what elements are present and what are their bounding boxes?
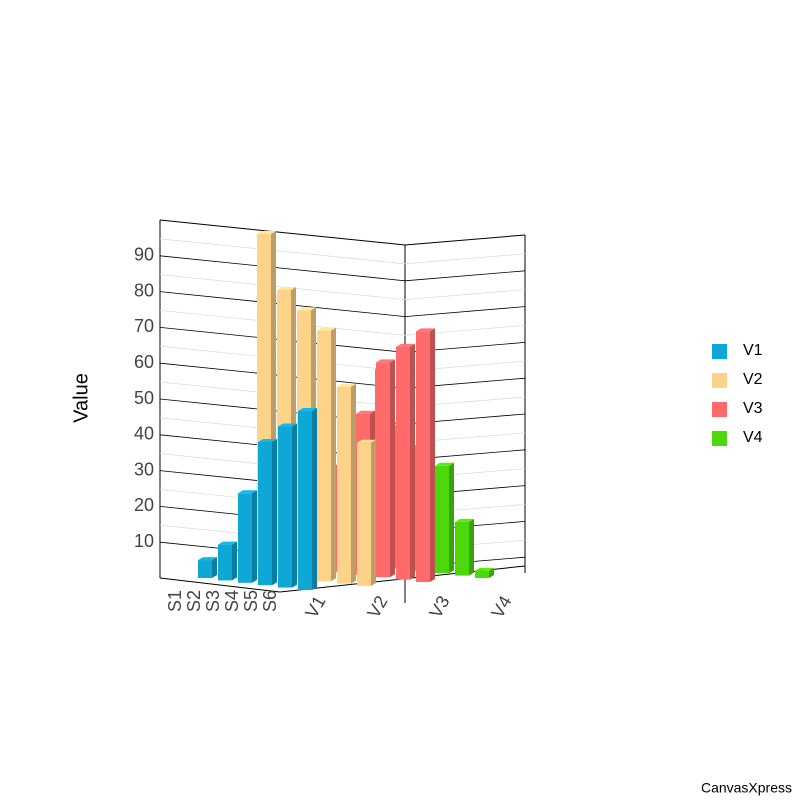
bar-top: [435, 462, 454, 466]
bar: [376, 362, 390, 578]
bar-side: [272, 439, 277, 586]
bar: [337, 386, 351, 584]
bar-top: [258, 439, 277, 442]
bar-top: [218, 541, 237, 545]
bar-top: [317, 327, 336, 331]
bar-top: [337, 383, 356, 387]
bar: [317, 330, 331, 582]
bar: [455, 521, 469, 576]
bar-side: [390, 359, 395, 578]
bar-top: [257, 230, 276, 234]
bar-top: [278, 423, 297, 427]
y-tick-label: 60: [134, 352, 154, 372]
wall: [159, 219, 526, 246]
series-axis-label: V3: [425, 592, 453, 621]
bar-top: [298, 408, 317, 411]
series-axis-label: V2: [363, 592, 391, 621]
bar-top: [238, 490, 257, 494]
legend-label: V2: [743, 371, 763, 388]
bar-top: [475, 567, 494, 571]
bar-top: [198, 557, 217, 561]
bar-top: [277, 287, 296, 290]
grid-line-minor: [159, 345, 526, 372]
bar-side: [489, 567, 494, 578]
bar: [357, 442, 371, 586]
y-tick-label: 20: [134, 495, 154, 515]
y-tick-label: 30: [134, 459, 154, 479]
bar-side: [212, 557, 217, 578]
grid-line: [159, 255, 526, 282]
y-tick-label: 40: [134, 424, 154, 444]
grid-line-minor: [159, 310, 526, 336]
bar-side: [252, 490, 257, 583]
grid-line-minor: [159, 274, 526, 301]
x-tick-label: S1: [165, 590, 185, 612]
bar-side: [410, 343, 415, 580]
grid-line: [159, 291, 526, 318]
bar-side: [469, 518, 474, 576]
bar-side: [292, 423, 297, 588]
bar-side: [430, 328, 435, 582]
y-tick-label: 50: [134, 388, 154, 408]
bar: [435, 465, 449, 574]
bar-side: [449, 462, 454, 574]
y-tick-label: 90: [134, 245, 154, 265]
bar: [238, 493, 252, 583]
bar-top: [356, 410, 375, 414]
legend-swatch: [712, 373, 727, 388]
x-tick-label: S4: [222, 590, 242, 612]
bar-side: [312, 408, 317, 590]
bar-top: [297, 307, 316, 311]
bar: [416, 331, 430, 582]
legend-swatch: [712, 402, 727, 417]
bar-top: [376, 359, 395, 363]
legend-swatch: [712, 431, 727, 446]
legend-label: V3: [743, 400, 763, 417]
bar-side: [371, 439, 376, 586]
x-tick-label: S5: [241, 590, 261, 612]
legend-label: V4: [743, 429, 763, 446]
bar: [198, 560, 212, 578]
y-tick-label: 70: [134, 316, 154, 336]
series-axis-label: V4: [487, 592, 515, 621]
legend-label: V1: [743, 342, 763, 359]
bar: [475, 570, 489, 578]
x-tick-label: S6: [260, 590, 280, 612]
bar: [298, 411, 312, 590]
bar: [278, 426, 292, 588]
bar-top: [396, 343, 415, 347]
bar-top: [416, 328, 435, 332]
x-tick-label: S3: [203, 590, 223, 612]
bar-top: [455, 518, 474, 522]
bar: [396, 346, 410, 580]
bar: [218, 544, 232, 581]
bar-top: [357, 439, 376, 443]
grid-line-minor: [159, 238, 526, 265]
grid-line: [159, 327, 526, 353]
legend-swatch: [712, 344, 727, 359]
bar-side: [232, 541, 237, 581]
bar-side: [351, 383, 356, 584]
x-tick-label: S2: [184, 590, 204, 612]
floor-edge: [159, 565, 526, 593]
y-tick-label: 10: [134, 531, 154, 551]
y-tick-label: 80: [134, 280, 154, 300]
y-axis-title: Value: [70, 373, 92, 423]
bar: [258, 442, 272, 586]
footer: CanvasXpress: [701, 780, 792, 796]
bar-side: [331, 327, 336, 582]
series-axis-label: V1: [301, 592, 329, 621]
